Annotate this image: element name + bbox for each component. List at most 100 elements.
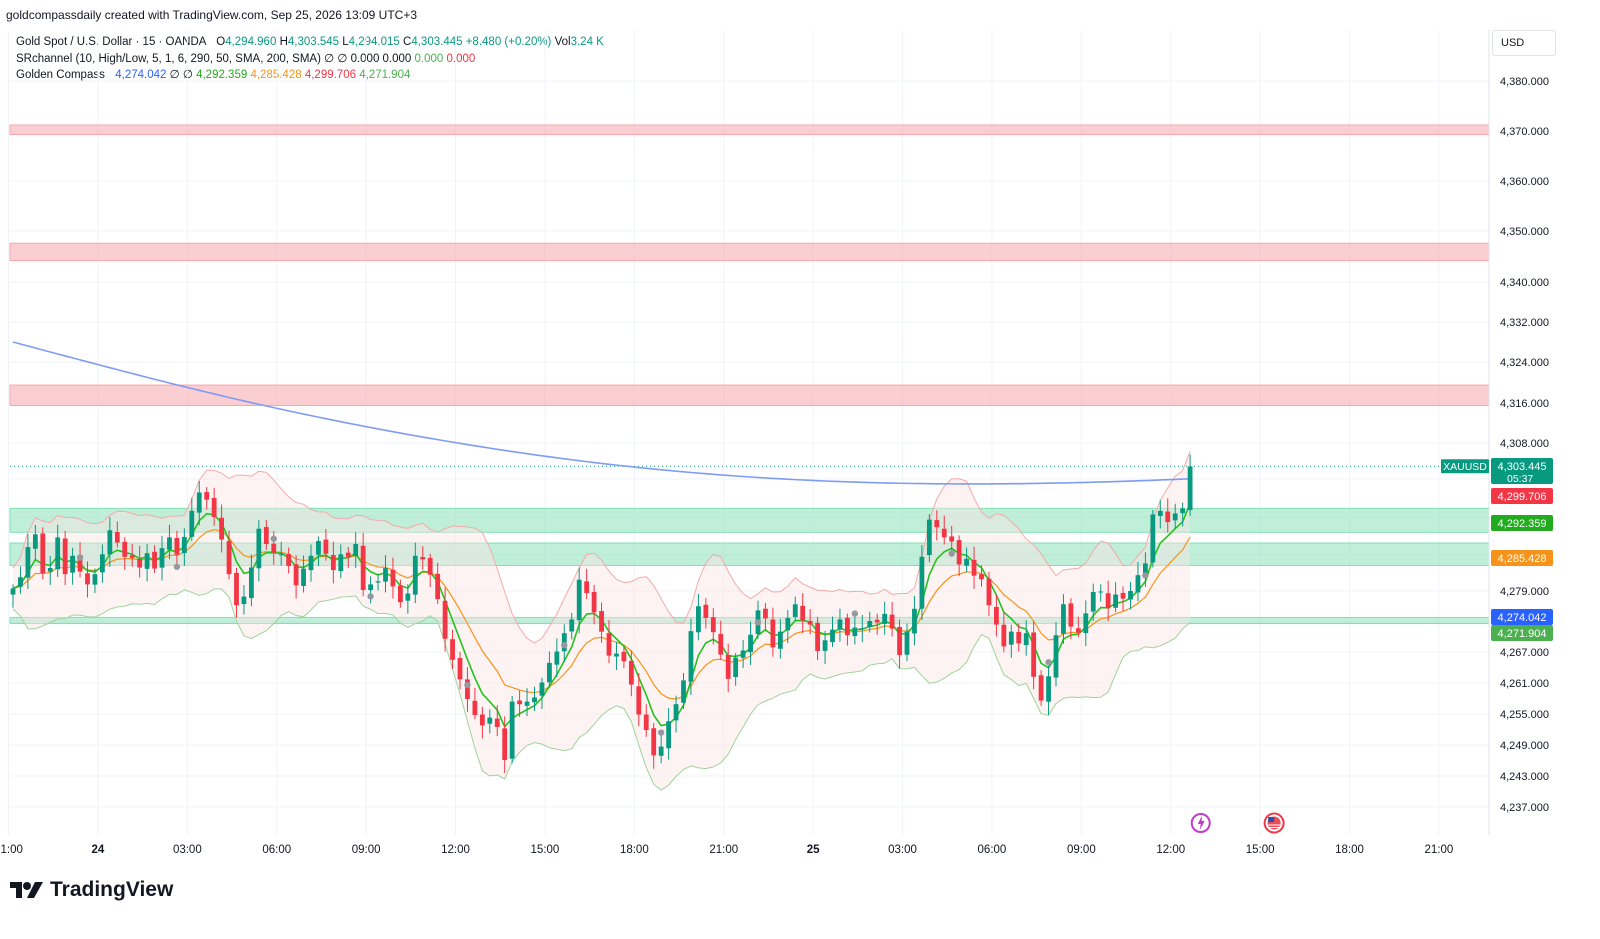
candle xyxy=(271,543,277,553)
candle xyxy=(1008,631,1014,645)
candle xyxy=(390,569,396,587)
price-label-text: 4,271.904 xyxy=(1498,628,1547,640)
candle xyxy=(494,718,500,727)
candle xyxy=(897,626,902,656)
candle xyxy=(487,717,493,724)
candle xyxy=(1083,613,1089,634)
close-label: C xyxy=(403,36,412,48)
time-tick-label: 21:00 xyxy=(1425,844,1454,856)
candle xyxy=(710,617,716,633)
candle xyxy=(941,528,947,538)
candle xyxy=(1046,676,1051,702)
candle xyxy=(1165,511,1171,523)
candle xyxy=(308,555,314,571)
candle xyxy=(1090,592,1096,612)
candle xyxy=(383,568,388,582)
candle xyxy=(532,697,537,703)
pivot-dot xyxy=(270,535,277,542)
candle xyxy=(703,604,709,618)
candle xyxy=(837,619,843,630)
price-label-badge xyxy=(1491,515,1553,531)
candle xyxy=(636,686,642,715)
time-tick-label: 15:00 xyxy=(531,844,560,856)
candle xyxy=(934,520,940,528)
candle xyxy=(196,492,202,513)
candle xyxy=(509,701,515,759)
price-tick-label: 4,308.000 xyxy=(1500,438,1549,450)
candle xyxy=(219,517,224,540)
candle xyxy=(70,555,75,573)
candle xyxy=(785,617,791,631)
candle xyxy=(1075,628,1081,633)
symbol-tag-label: XAUUSD xyxy=(1443,461,1487,473)
candle xyxy=(882,613,888,624)
srchannel-value-3: 0.000 xyxy=(414,52,444,65)
candle xyxy=(748,634,753,653)
candle xyxy=(368,584,373,591)
candle xyxy=(718,633,724,655)
time-tick-label: 06:00 xyxy=(262,844,291,856)
candle xyxy=(792,604,798,617)
time-tick-label: 12:00 xyxy=(441,844,470,856)
time-tick-label: 15:00 xyxy=(1246,844,1275,856)
candle xyxy=(345,552,351,557)
low-label: L xyxy=(342,36,349,48)
pivot-dot xyxy=(76,554,84,561)
candle xyxy=(800,605,806,621)
srchannel-value-4: 0.000 xyxy=(446,52,476,65)
candle xyxy=(1172,513,1178,521)
price-label-text: 4,274.042 xyxy=(1498,612,1547,624)
candle xyxy=(1016,631,1022,644)
candle xyxy=(316,540,321,555)
candle xyxy=(107,530,113,555)
candle xyxy=(688,631,694,682)
candle xyxy=(1105,593,1111,609)
candle xyxy=(1023,633,1029,646)
golden-compass-name: Golden Compass xyxy=(16,69,105,81)
tradingview-logo[interactable]: TradingView xyxy=(10,878,173,902)
time-tick-label: 03:00 xyxy=(173,844,202,856)
time-tick-label: 18:00 xyxy=(1335,844,1364,856)
candle xyxy=(55,537,61,570)
tradingview-logo-icon xyxy=(10,882,43,898)
currency-selector[interactable]: USD xyxy=(1492,30,1556,56)
srchannel-name: SRchannel (10, High/Low, 5, 1, 6, 290, 5… xyxy=(16,52,321,65)
candle xyxy=(1143,563,1148,574)
candle xyxy=(725,654,731,679)
candle xyxy=(777,631,783,649)
pivot-dot xyxy=(1142,572,1149,579)
legend-srchannel-row[interactable]: SRchannel (10, High/Low, 5, 1, 6, 290, 5… xyxy=(16,51,604,68)
candle xyxy=(666,721,671,749)
candle xyxy=(301,568,306,586)
pivot-dot xyxy=(948,550,955,557)
candle xyxy=(32,534,38,549)
time-tick-label: 06:00 xyxy=(978,844,1007,856)
candle xyxy=(830,629,835,643)
candle xyxy=(643,714,649,731)
price-label-text: 4,292.359 xyxy=(1498,518,1547,530)
candle xyxy=(606,633,612,656)
open-label: O xyxy=(216,36,226,48)
golden-compass-value-1: 4,274.042 xyxy=(115,69,167,81)
resistance-zone xyxy=(9,242,1490,262)
candle xyxy=(25,547,31,578)
candle xyxy=(763,608,768,619)
golden-compass-value-2: 4,292.359 xyxy=(196,69,248,81)
candle xyxy=(1098,591,1104,593)
candle xyxy=(122,541,128,557)
candle xyxy=(576,579,582,621)
time-tick-label: 12:00 xyxy=(1156,844,1185,856)
candle xyxy=(822,640,828,651)
candle xyxy=(181,536,187,554)
golden-compass-value-5: 4,271.904 xyxy=(359,69,411,81)
candle xyxy=(137,558,143,568)
candle xyxy=(807,621,813,625)
low-value: 4,294.015 xyxy=(348,36,400,48)
legend-symbol-row[interactable]: Gold Spot / U.S. Dollar · 15 · OANDA O4,… xyxy=(16,34,604,51)
candle xyxy=(904,631,910,655)
candle xyxy=(845,617,850,636)
candle xyxy=(360,545,366,590)
price-tick-label: 4,249.000 xyxy=(1500,740,1549,752)
candle xyxy=(502,728,508,760)
